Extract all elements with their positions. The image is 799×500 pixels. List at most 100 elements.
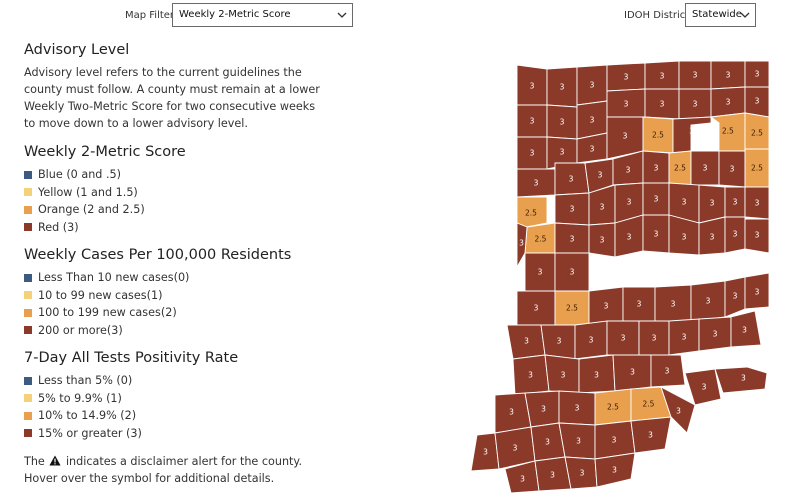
county-red[interactable] xyxy=(578,354,616,394)
county-red[interactable] xyxy=(724,186,746,218)
county-orange[interactable] xyxy=(744,148,770,188)
county-red[interactable] xyxy=(744,86,770,118)
county-red[interactable] xyxy=(558,422,596,460)
county-red[interactable] xyxy=(630,416,672,454)
county-red[interactable] xyxy=(698,216,726,256)
legend-label: 5% to 9.9% (1) xyxy=(38,391,122,405)
legend-swatch-red xyxy=(24,429,32,438)
county-red[interactable] xyxy=(638,320,670,356)
county-red[interactable] xyxy=(512,354,550,396)
positivity-title: 7-Day All Tests Positivity Rate xyxy=(24,350,239,366)
legend-item: Red (3) xyxy=(24,219,324,237)
county-orange[interactable] xyxy=(642,116,674,154)
county-red[interactable] xyxy=(642,214,670,254)
county-orange[interactable] xyxy=(744,112,770,152)
county-red[interactable] xyxy=(744,186,770,220)
county-red[interactable] xyxy=(606,88,646,118)
county-red[interactable] xyxy=(698,184,726,224)
district-select[interactable]: Statewide xyxy=(685,3,756,27)
county-orange[interactable] xyxy=(668,150,692,186)
county-red[interactable] xyxy=(642,150,670,184)
county-red[interactable] xyxy=(544,354,580,394)
county-red[interactable] xyxy=(576,100,608,140)
advisory-title: Advisory Level xyxy=(24,42,130,58)
county-red[interactable] xyxy=(554,192,590,226)
county-red[interactable] xyxy=(506,324,546,360)
county-red[interactable] xyxy=(594,420,636,460)
county-red[interactable] xyxy=(690,150,720,186)
county-red[interactable] xyxy=(594,452,636,488)
county-red[interactable] xyxy=(524,390,560,428)
county-orange[interactable] xyxy=(524,222,556,254)
county-red[interactable] xyxy=(606,62,646,92)
county-red[interactable] xyxy=(644,88,680,120)
county-red[interactable] xyxy=(724,216,746,254)
county-red[interactable] xyxy=(574,320,608,360)
county-red[interactable] xyxy=(698,316,732,352)
county-red[interactable] xyxy=(724,276,746,318)
county-red[interactable] xyxy=(650,354,686,388)
legend-swatch-orange xyxy=(24,308,32,317)
county-orange[interactable] xyxy=(554,290,590,326)
county-red[interactable] xyxy=(470,432,500,472)
county-red[interactable] xyxy=(718,150,746,188)
county-red[interactable] xyxy=(678,88,712,120)
map-filter-select[interactable]: Weekly 2-Metric Score xyxy=(172,3,353,27)
county-red[interactable] xyxy=(494,392,532,434)
county-orange[interactable] xyxy=(594,388,632,426)
county-red[interactable] xyxy=(730,310,762,348)
county-red[interactable] xyxy=(516,168,556,198)
legend-label: Less than 5% (0) xyxy=(38,374,133,387)
county-red[interactable] xyxy=(744,272,770,310)
county-red[interactable] xyxy=(576,64,608,106)
district-value: Statewide xyxy=(692,9,742,20)
county-red[interactable] xyxy=(612,354,652,392)
county-red[interactable] xyxy=(714,366,768,394)
county-red[interactable] xyxy=(588,222,616,258)
county-red[interactable] xyxy=(516,290,556,326)
county-red[interactable] xyxy=(644,60,680,90)
county-red[interactable] xyxy=(554,252,590,292)
disclaimer-note: The indicates a disclaimer alert for the… xyxy=(24,453,324,487)
county-red[interactable] xyxy=(660,386,696,434)
county-red[interactable] xyxy=(654,284,692,322)
county-red[interactable] xyxy=(690,280,726,322)
legend-label: Orange (2 and 2.5) xyxy=(38,203,145,216)
county-red[interactable] xyxy=(668,318,700,356)
county-red[interactable] xyxy=(546,66,578,108)
legend-item: Blue (0 and .5) xyxy=(24,166,324,184)
county-red[interactable] xyxy=(516,64,548,106)
county-red[interactable] xyxy=(564,456,598,490)
county-red[interactable] xyxy=(588,286,624,326)
county-red[interactable] xyxy=(684,368,722,406)
legend-item: 100 to 199 new cases(2) xyxy=(24,304,324,322)
county-red[interactable] xyxy=(710,60,746,90)
legend-item: 5% to 9.9% (1) xyxy=(24,390,324,408)
county-red[interactable] xyxy=(744,60,770,88)
county-red[interactable] xyxy=(678,60,712,90)
county-red[interactable] xyxy=(546,104,578,140)
county-red[interactable] xyxy=(710,86,746,118)
county-orange[interactable] xyxy=(709,112,746,152)
county-red[interactable] xyxy=(554,222,590,254)
county-red[interactable] xyxy=(558,390,596,426)
county-red[interactable] xyxy=(744,218,770,254)
county-red[interactable] xyxy=(540,324,576,360)
county-orange[interactable] xyxy=(516,196,548,228)
cases-title: Weekly Cases Per 100,000 Residents xyxy=(24,247,292,263)
legend-item: 200 or more(3) xyxy=(24,322,324,340)
county-red[interactable] xyxy=(672,116,712,154)
county-red[interactable] xyxy=(516,136,548,170)
county-red[interactable] xyxy=(516,104,548,138)
county-red[interactable] xyxy=(606,320,640,356)
legend-label: Yellow (1 and 1.5) xyxy=(38,185,138,199)
county-red[interactable] xyxy=(642,182,670,216)
county-red[interactable] xyxy=(622,286,656,322)
note-after: indicates a disclaimer alert for the cou… xyxy=(65,455,303,468)
legend-swatch-yellow xyxy=(24,188,32,197)
legend-label: 10 to 99 new cases(1) xyxy=(38,288,163,302)
legend-item: Orange (2 and 2.5) xyxy=(24,201,324,219)
legend-swatch-yellow xyxy=(24,291,32,300)
county-red[interactable] xyxy=(524,252,556,292)
county-red[interactable] xyxy=(554,162,590,196)
